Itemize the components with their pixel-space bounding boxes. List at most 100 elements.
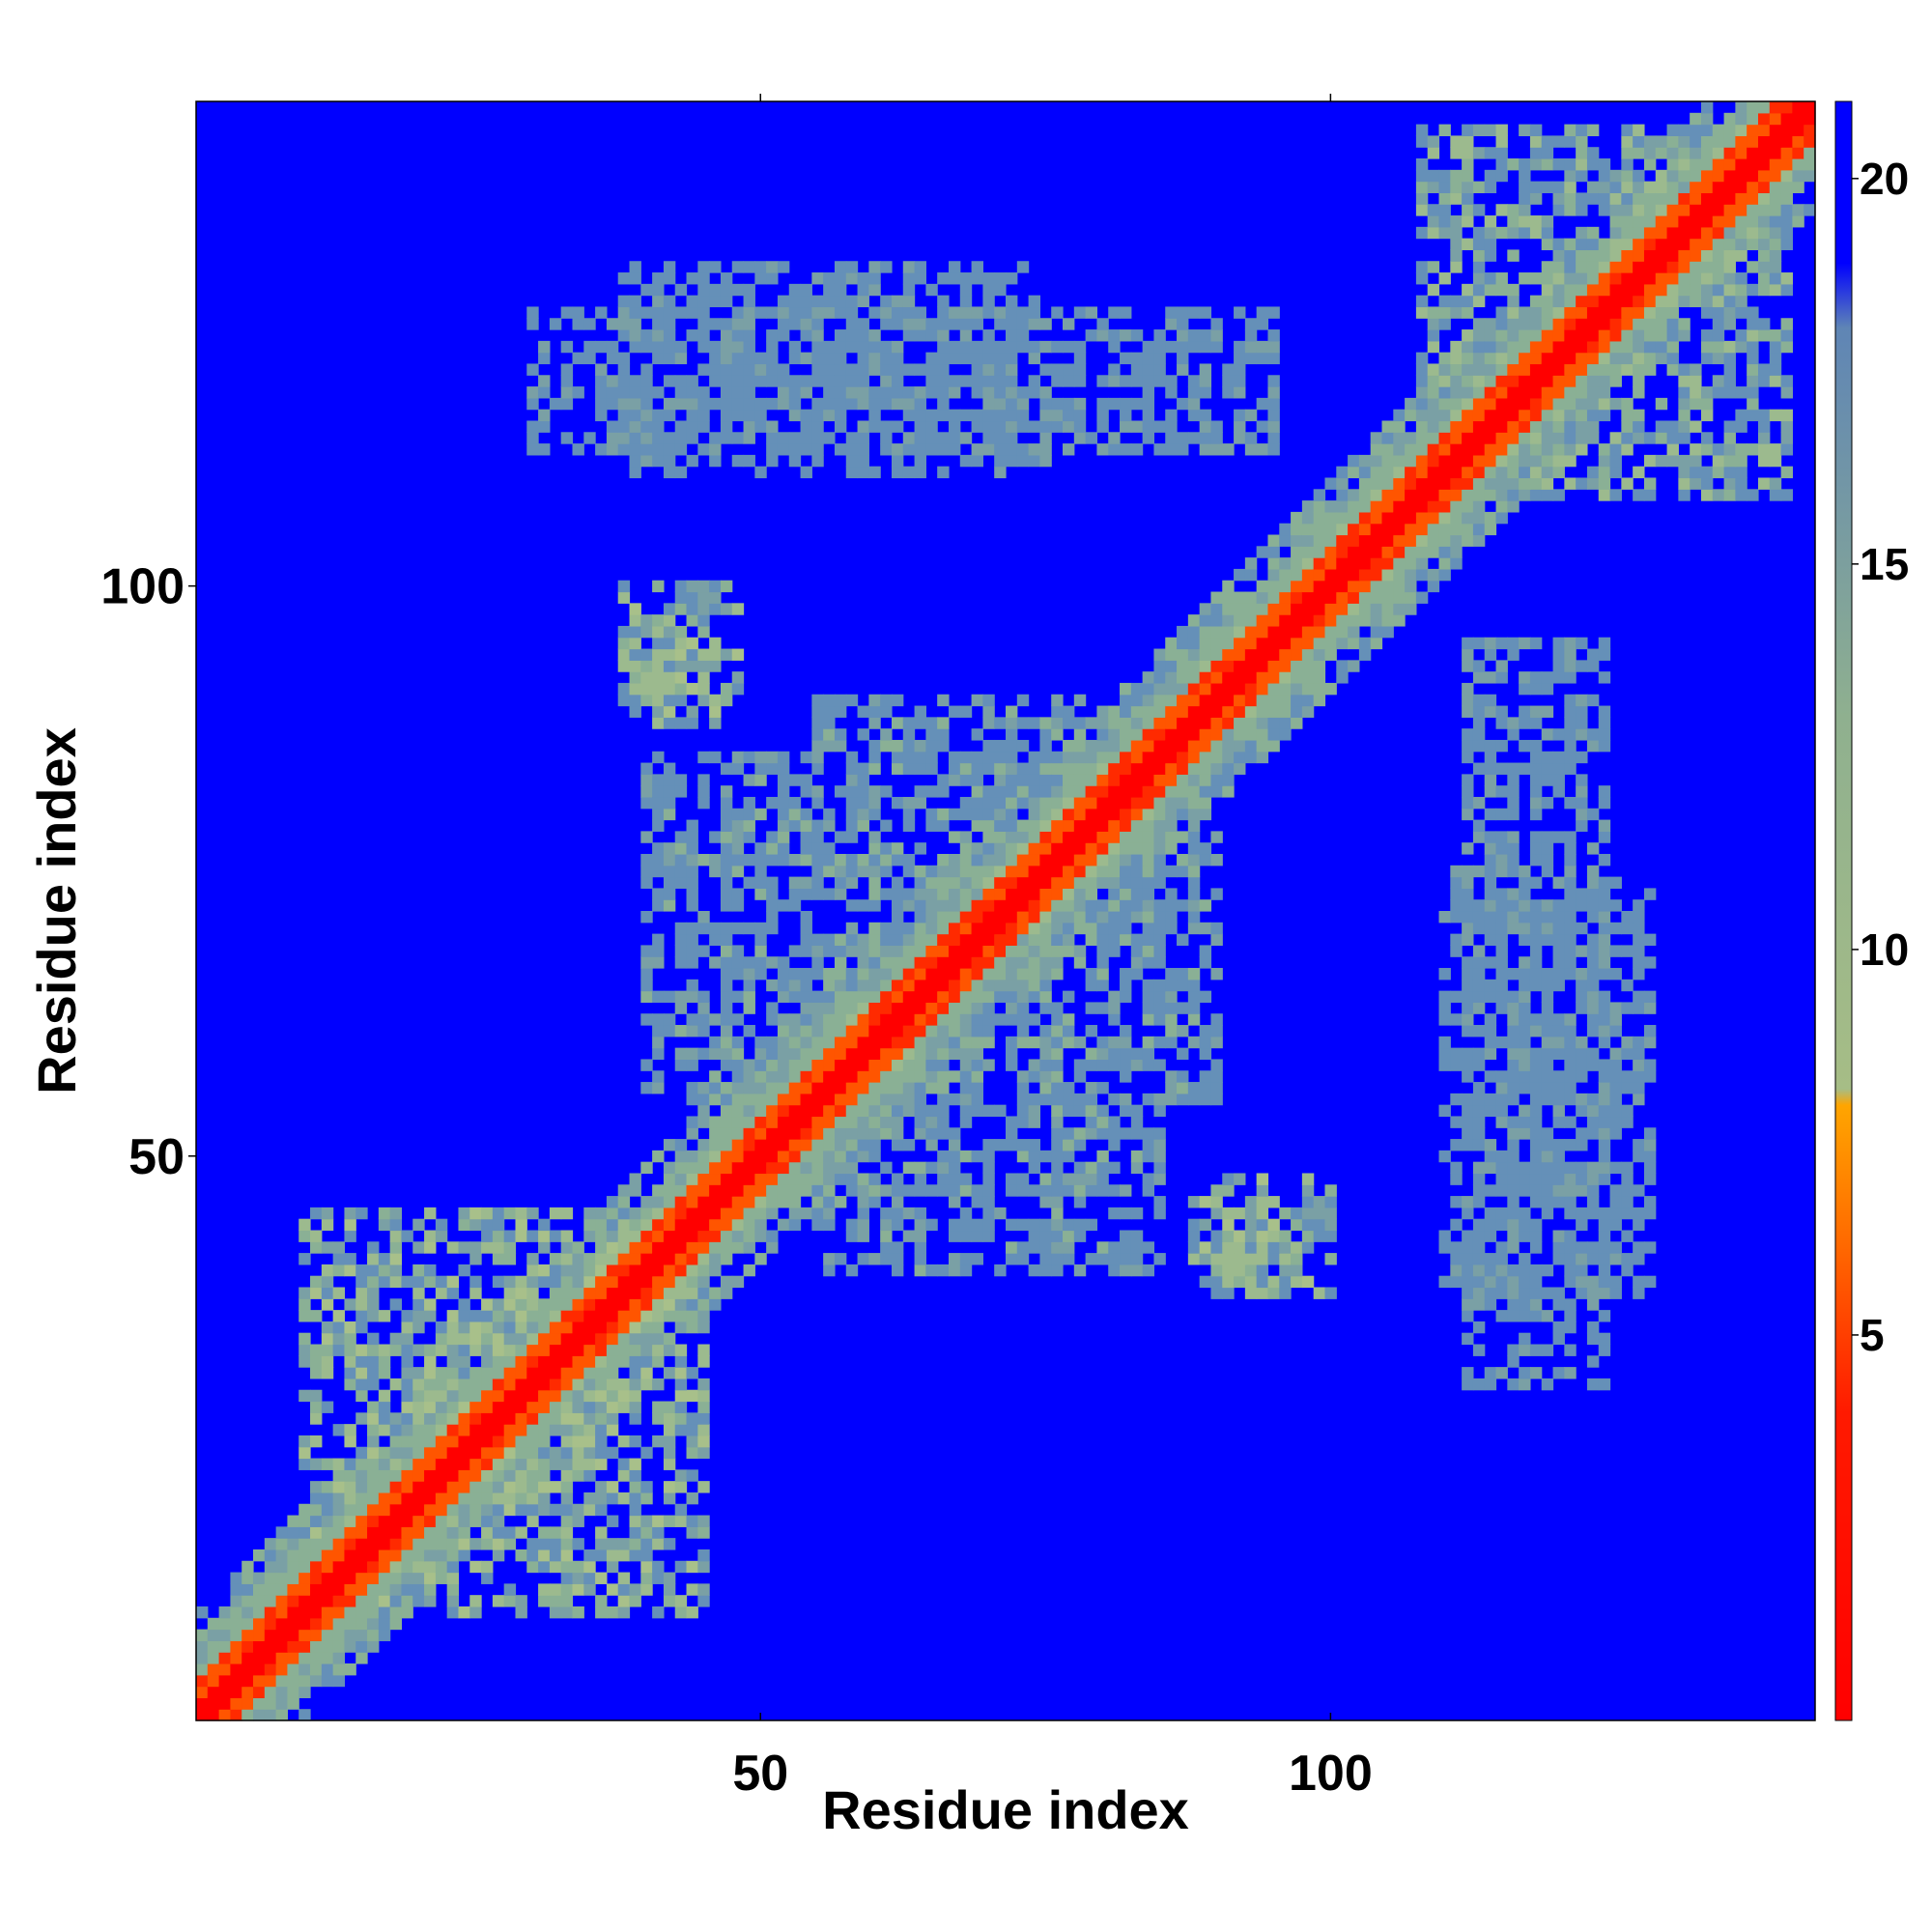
heatmap-cell: [1519, 1059, 1531, 1071]
heatmap-cell: [1177, 625, 1189, 639]
heatmap-cell: [560, 1355, 574, 1368]
heatmap-cell: [1063, 1139, 1075, 1151]
heatmap-cell: [617, 1595, 631, 1607]
heatmap-cell: [1085, 785, 1098, 798]
heatmap-cell: [367, 1332, 380, 1346]
heatmap-cell: [743, 922, 755, 935]
heatmap-cell: [652, 409, 665, 422]
heatmap-cell: [1598, 1059, 1611, 1071]
heatmap-cell: [446, 1241, 460, 1254]
heatmap-cell: [538, 1538, 551, 1550]
heatmap-cell: [959, 283, 973, 297]
heatmap-cell: [720, 648, 733, 661]
heatmap-cell: [549, 1355, 562, 1368]
heatmap-cell: [1564, 1230, 1577, 1242]
heatmap-cell: [709, 591, 722, 604]
heatmap-cell: [720, 375, 733, 387]
heatmap-cell: [1165, 819, 1178, 832]
heatmap-cell: [1267, 443, 1280, 456]
heatmap-cell: [1519, 888, 1531, 900]
heatmap-cell: [1063, 1253, 1075, 1265]
heatmap-cell: [766, 1127, 779, 1140]
heatmap-cell: [1598, 1310, 1611, 1322]
heatmap-cell: [549, 1595, 562, 1607]
heatmap-cell: [1462, 1059, 1474, 1071]
heatmap-cell: [275, 1595, 289, 1607]
heatmap-cell: [994, 945, 1007, 957]
heatmap-cell: [720, 318, 733, 330]
heatmap-cell: [982, 1218, 995, 1232]
heatmap-cell: [196, 1652, 209, 1664]
heatmap-cell: [367, 1344, 380, 1356]
heatmap-cell: [1210, 1036, 1223, 1049]
heatmap-cell: [424, 1275, 437, 1289]
heatmap-cell: [937, 979, 950, 992]
heatmap-cell: [891, 443, 904, 456]
heatmap-cell: [1073, 1127, 1087, 1140]
heatmap-cell: [902, 1047, 916, 1061]
heatmap-cell: [1598, 1036, 1611, 1049]
heatmap-cell: [994, 352, 1007, 365]
heatmap-cell: [709, 865, 722, 878]
heatmap-cell: [1006, 329, 1018, 342]
heatmap-cell: [959, 774, 973, 786]
heatmap-cell: [891, 1116, 904, 1128]
heatmap-cell: [503, 1253, 517, 1265]
heatmap-cell: [709, 352, 722, 365]
heatmap-cell: [1633, 1184, 1645, 1197]
heatmap-cell: [1199, 1218, 1212, 1232]
heatmap-cell: [1199, 432, 1212, 444]
heatmap-cell: [1039, 751, 1052, 764]
heatmap-cell: [640, 956, 653, 969]
heatmap-cell: [1507, 1036, 1520, 1049]
heatmap-cell: [1210, 1093, 1223, 1106]
heatmap-cell: [1256, 318, 1269, 330]
heatmap-cell: [1063, 796, 1075, 810]
heatmap-cell: [709, 340, 722, 354]
heatmap-cell: [1267, 375, 1280, 387]
heatmap-cell: [800, 1104, 812, 1118]
heatmap-cell: [652, 637, 665, 650]
heatmap-cell: [1108, 739, 1121, 753]
heatmap-cell: [777, 329, 790, 342]
heatmap-cell: [663, 1196, 676, 1208]
heatmap-cell: [994, 306, 1007, 319]
heatmap-cell: [1187, 762, 1201, 775]
heatmap-cell: [310, 1412, 323, 1425]
heatmap-cell: [891, 340, 904, 354]
heatmap-cell: [1063, 1173, 1075, 1185]
heatmap-cell: [1450, 1013, 1463, 1026]
heatmap-cell: [1529, 1275, 1543, 1289]
heatmap-cell: [640, 329, 653, 342]
heatmap-cell: [925, 432, 938, 444]
heatmap-cell: [1142, 956, 1155, 969]
heatmap-cell: [1586, 979, 1600, 992]
heatmap-cell: [1336, 534, 1349, 547]
heatmap-cell: [1028, 386, 1041, 399]
heatmap-cell: [937, 1036, 950, 1049]
heatmap-cell: [310, 1458, 323, 1470]
heatmap-cell: [868, 1253, 881, 1265]
heatmap-cell: [743, 454, 755, 468]
heatmap-cell: [1450, 1241, 1463, 1254]
heatmap-cell: [674, 1241, 688, 1254]
heatmap-cell: [811, 888, 824, 900]
heatmap-cell: [230, 1605, 242, 1619]
heatmap-cell: [458, 1332, 470, 1346]
heatmap-cell: [709, 295, 722, 308]
heatmap-cell: [674, 671, 688, 684]
heatmap-cell: [1541, 671, 1554, 684]
heatmap-cell: [1462, 1332, 1474, 1346]
heatmap-cell: [937, 386, 950, 399]
heatmap-cell: [321, 1629, 334, 1641]
heatmap-cell: [344, 1548, 356, 1562]
heatmap-cell: [1495, 933, 1508, 947]
heatmap-cell: [1324, 603, 1337, 615]
heatmap-cell: [1120, 1253, 1132, 1265]
heatmap-cell: [994, 774, 1007, 786]
heatmap-cell: [1234, 671, 1246, 684]
heatmap-cell: [914, 1161, 926, 1175]
heatmap-cell: [1633, 1082, 1645, 1094]
heatmap-cell: [355, 1548, 368, 1562]
heatmap-cell: [914, 1059, 926, 1071]
